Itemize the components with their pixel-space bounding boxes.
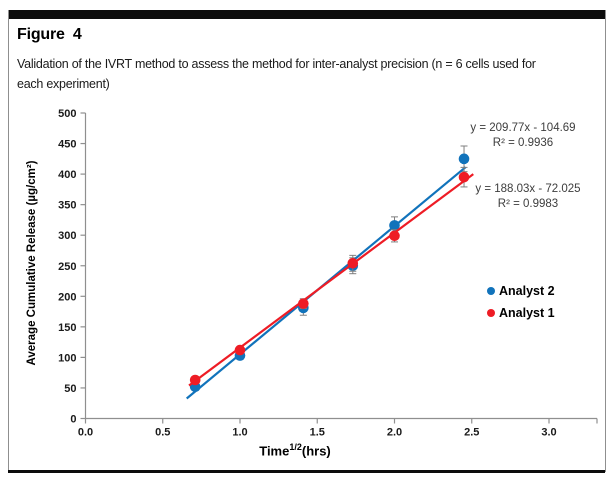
- svg-text:200: 200: [58, 291, 76, 303]
- figure-bottom-bar: [8, 470, 605, 473]
- svg-text:300: 300: [58, 230, 76, 242]
- data-point-marker: [189, 374, 201, 386]
- svg-text:50: 50: [64, 383, 76, 395]
- figure-frame: [8, 10, 606, 472]
- svg-text:3.0: 3.0: [541, 427, 556, 439]
- figure-top-bar: [8, 10, 605, 19]
- legend-item-analyst2: Analyst 2: [487, 283, 555, 299]
- legend-item-analyst1: Analyst 1: [487, 305, 555, 321]
- analyst1-legend-marker-icon: [487, 309, 495, 317]
- x-axis-title-superscript: 1/2: [289, 442, 302, 452]
- equation-analyst1: y = 188.03x - 72.025: [475, 183, 581, 195]
- svg-text:400: 400: [58, 169, 76, 181]
- svg-text:2.5: 2.5: [464, 427, 479, 439]
- data-point-marker: [389, 230, 400, 242]
- axis-lines: [84, 113, 597, 420]
- trendline-annotation-analyst2: y = 209.77x - 104.69 R² = 0.9936: [431, 121, 613, 151]
- legend-label-analyst1: Analyst 1: [499, 306, 555, 320]
- svg-text:150: 150: [58, 322, 76, 334]
- x-axis-title: Time1/2(hrs): [225, 442, 365, 458]
- svg-text:1.5: 1.5: [310, 427, 325, 439]
- analyst2-legend-marker-icon: [487, 287, 495, 295]
- svg-text:500: 500: [58, 108, 76, 120]
- r-squared-analyst2: R² = 0.9936: [492, 137, 554, 149]
- svg-text:100: 100: [58, 352, 76, 364]
- x-axis-title-units: (hrs): [301, 443, 331, 459]
- svg-text:0: 0: [70, 414, 76, 426]
- figure-title: Figure 4: [17, 26, 82, 43]
- svg-text:250: 250: [58, 261, 76, 273]
- data-point-marker: [234, 344, 246, 356]
- data-point-marker: [458, 171, 470, 183]
- figure-caption-line-1: Validation of the IVRT method to assess …: [17, 57, 536, 71]
- figure-caption: Validation of the IVRT method to assess …: [17, 54, 536, 94]
- svg-text:0.5: 0.5: [155, 427, 170, 439]
- trend-line: [188, 173, 474, 387]
- data-point-marker: [347, 258, 359, 269]
- figure-caption-line-2: each experiment): [17, 77, 110, 91]
- data-point-marker: [298, 298, 309, 309]
- data-point-marker: [458, 153, 470, 165]
- svg-text:0.0: 0.0: [78, 427, 93, 439]
- x-axis-title-main: Time: [259, 443, 290, 459]
- r-squared-analyst1: R² = 0.9983: [497, 198, 559, 210]
- equation-analyst2: y = 209.77x - 104.69: [470, 122, 576, 134]
- svg-text:2.0: 2.0: [387, 427, 402, 439]
- trendline-annotation-analyst1: y = 188.03x - 72.025 R² = 0.9983: [436, 182, 613, 212]
- y-axis-title: Average Cumulative Release (µg/cm²): [26, 160, 38, 366]
- svg-text:1.0: 1.0: [232, 427, 247, 439]
- data-point-marker: [389, 220, 400, 231]
- svg-text:350: 350: [58, 200, 76, 212]
- svg-text:450: 450: [58, 139, 76, 151]
- legend-label-analyst2: Analyst 2: [499, 284, 555, 298]
